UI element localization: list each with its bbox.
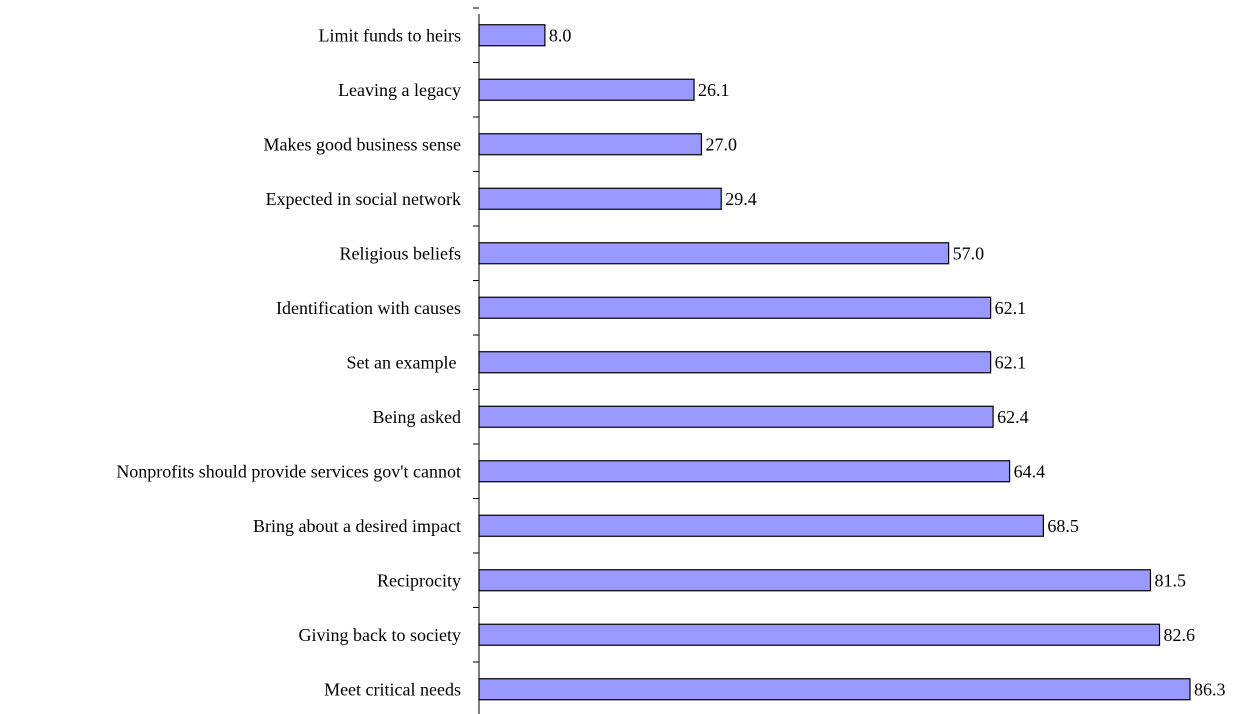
category-label: Limit funds to heirs xyxy=(319,25,462,45)
bar xyxy=(478,514,1044,537)
category-label: Nonprofits should provide services gov't… xyxy=(116,461,461,481)
bar xyxy=(478,133,703,156)
data-label: 29.4 xyxy=(725,189,757,209)
bar xyxy=(478,460,1011,483)
category-label: Religious beliefs xyxy=(340,243,461,263)
bar xyxy=(478,678,1191,701)
bar xyxy=(478,24,546,47)
data-label: 27.0 xyxy=(705,134,737,154)
category-label: Bring about a desired impact xyxy=(253,516,461,536)
labels-layer: Limit funds to heirs 8.0 Leaving a legacy 2… xyxy=(116,25,1225,699)
category-label: Expected in social network xyxy=(266,189,461,209)
data-label: 57.0 xyxy=(953,243,985,263)
bar xyxy=(478,187,722,210)
data-label: 68.5 xyxy=(1047,516,1079,536)
bar xyxy=(478,623,1161,646)
category-label: Reciprocity xyxy=(377,570,461,590)
data-label: 82.6 xyxy=(1164,625,1196,645)
data-label: 62.4 xyxy=(997,407,1028,427)
data-label: 86.3 xyxy=(1194,679,1226,699)
data-label: 64.4 xyxy=(1014,461,1046,481)
category-label: Meet critical needs xyxy=(324,679,461,699)
bar xyxy=(478,351,992,374)
data-label: 8.0 xyxy=(549,25,572,45)
category-label: Identification with causes xyxy=(276,298,461,318)
axis-layer xyxy=(473,7,480,714)
bar xyxy=(478,569,1152,592)
data-label: 81.5 xyxy=(1154,570,1186,590)
data-label: 26.1 xyxy=(698,80,730,100)
category-label: Giving back to society xyxy=(299,625,461,645)
category-label: Makes good business sense xyxy=(264,134,461,154)
category-label: Leaving a legacy xyxy=(338,80,461,100)
category-label: Being asked xyxy=(373,407,461,427)
category-label: Set an example xyxy=(347,352,461,372)
bar xyxy=(478,405,994,428)
bar xyxy=(478,242,950,265)
bars-layer xyxy=(478,24,1191,701)
data-label: 62.1 xyxy=(995,352,1027,372)
data-label: 62.1 xyxy=(995,298,1027,318)
bar xyxy=(478,78,695,101)
bar xyxy=(478,296,992,319)
